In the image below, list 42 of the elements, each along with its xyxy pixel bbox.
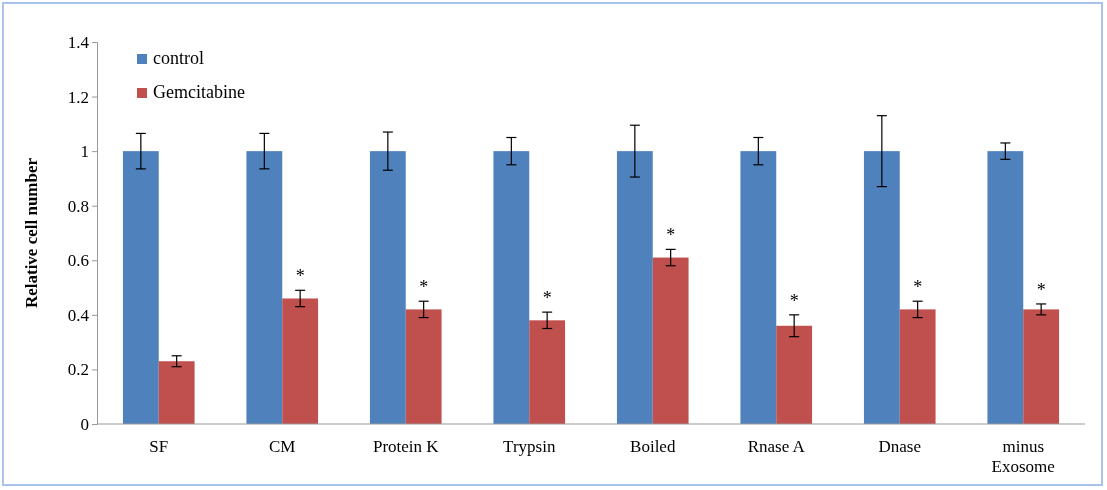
- y-tick-label: 1.4: [67, 32, 90, 52]
- legend-label: Gemcitabine: [153, 82, 245, 102]
- x-tick-label: Boiled: [630, 437, 676, 456]
- x-tick-label: Trypsin: [503, 437, 556, 456]
- y-tick-label: 1: [80, 142, 89, 162]
- bar: [1023, 309, 1060, 424]
- y-tick-label: 1.2: [67, 87, 89, 107]
- annotation: *: [913, 277, 923, 298]
- bar: [863, 151, 900, 424]
- y-tick-label: 0.6: [67, 251, 89, 271]
- bar: [369, 151, 406, 424]
- x-tick-label: CM: [269, 437, 296, 456]
- bar: [616, 151, 653, 424]
- bar: [158, 361, 195, 424]
- x-tick-label: Protein K: [372, 437, 440, 456]
- bar: [122, 151, 159, 424]
- x-tick-label: SF: [149, 437, 169, 456]
- y-tick-label: 0: [80, 414, 89, 434]
- y-tick-label: 0.2: [67, 360, 89, 380]
- annotation: *: [419, 277, 429, 298]
- bar: [405, 309, 442, 424]
- bar: [493, 151, 530, 424]
- bar: [987, 151, 1024, 424]
- annotation: *: [542, 288, 552, 309]
- y-tick-label: 0.8: [67, 196, 89, 216]
- y-axis-title: Relative cell number: [22, 157, 41, 309]
- bar: [282, 298, 319, 424]
- bar: [246, 151, 283, 424]
- x-tick-label: Dnase: [878, 437, 921, 456]
- bar: [899, 309, 936, 424]
- x-tick-label: minus Exosome: [991, 437, 1055, 476]
- legend-label: control: [153, 48, 204, 68]
- annotation: *: [789, 290, 799, 311]
- annotation: *: [295, 266, 305, 287]
- bar: [740, 151, 777, 424]
- annotation: *: [1036, 279, 1046, 300]
- bar: [776, 325, 813, 424]
- bar: [529, 320, 566, 424]
- bar: [652, 257, 689, 424]
- y-tick-label: 0.4: [67, 305, 90, 325]
- x-tick-label: Rnase A: [747, 437, 806, 456]
- annotation: *: [666, 225, 676, 246]
